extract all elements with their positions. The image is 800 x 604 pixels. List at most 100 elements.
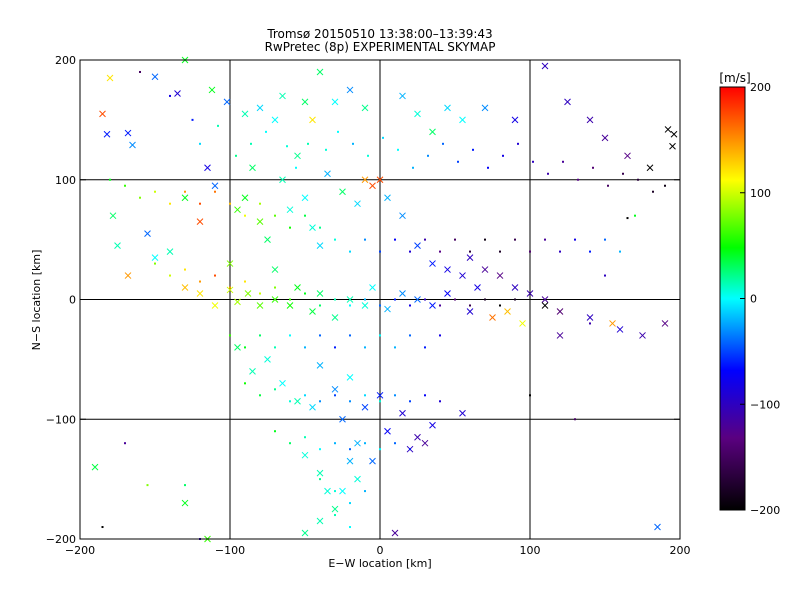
scatter-point-x	[661, 320, 669, 327]
scatter-point-dot	[424, 298, 426, 301]
x-marker-stroke	[361, 104, 369, 112]
scatter-point-dot	[349, 304, 351, 307]
scatter-point-x	[129, 141, 136, 149]
scatter-point-x	[114, 242, 121, 249]
scatter-point-x	[376, 391, 384, 399]
scatter-point-dot	[154, 262, 156, 265]
scatter-point-x	[109, 212, 117, 220]
x-marker-stroke	[234, 298, 241, 306]
x-marker-stroke	[91, 463, 99, 471]
scatter-point-dot	[364, 394, 366, 397]
x-marker-stroke	[414, 433, 421, 441]
scatter-point-x	[264, 236, 271, 243]
x-marker-stroke	[414, 110, 421, 118]
scatter-point-x	[103, 130, 111, 138]
scatter-point-x	[459, 409, 466, 417]
scatter-point-x	[541, 62, 549, 70]
scatter-point-x	[346, 373, 354, 381]
x-marker-stroke	[346, 373, 354, 381]
x-marker-stroke	[519, 320, 526, 327]
scatter-point-x	[211, 182, 219, 190]
scatter-point-dot	[559, 250, 561, 253]
scatter-point-dot	[439, 334, 441, 337]
scatter-point-x	[181, 194, 189, 202]
scatter-point-x	[399, 92, 406, 100]
x-marker-stroke	[391, 529, 399, 537]
scatter-point-dot	[259, 292, 261, 295]
x-marker-stroke	[234, 344, 241, 351]
x-marker-stroke	[331, 98, 339, 106]
x-marker-stroke	[151, 254, 159, 261]
x-marker-stroke	[474, 284, 481, 291]
scatter-point-x	[616, 326, 624, 333]
x-marker-stroke	[301, 194, 309, 202]
scatter-point-dot	[304, 394, 306, 397]
scatter-point-dot	[439, 400, 441, 403]
scatter-point-dot	[199, 142, 201, 145]
x-marker-stroke	[399, 409, 406, 417]
scatter-point-dot	[184, 268, 186, 271]
x-marker-stroke	[459, 409, 466, 417]
x-marker-stroke	[541, 302, 549, 309]
scatter-point-x	[226, 260, 234, 267]
x-marker-stroke	[399, 290, 406, 297]
scatter-point-x	[316, 290, 324, 297]
scatter-point-dot	[637, 178, 639, 181]
scatter-point-x	[354, 475, 361, 483]
x-marker-stroke	[459, 116, 466, 124]
x-marker-stroke	[324, 170, 331, 178]
scatter-point-x	[414, 110, 421, 118]
scatter-point-dot	[604, 274, 606, 277]
scatter-point-x	[316, 469, 324, 477]
scatter-point-dot	[364, 490, 366, 493]
scatter-point-dot	[289, 334, 291, 337]
x-marker-stroke	[654, 523, 661, 531]
scatter-point-x	[144, 230, 151, 237]
scatter-point-dot	[424, 238, 426, 241]
scatter-point-dot	[146, 484, 149, 487]
scatter-point-x	[414, 433, 421, 441]
scatter-point-dot	[622, 172, 624, 175]
x-marker-stroke	[339, 415, 346, 423]
scatter-point-dot	[364, 298, 366, 301]
scatter-point-x	[354, 439, 361, 447]
scatter-point-x	[624, 152, 631, 160]
scatter-point-x	[399, 290, 406, 297]
scatter-point-dot	[334, 394, 336, 397]
scatter-point-x	[361, 104, 369, 112]
scatter-point-dot	[364, 346, 366, 349]
scatter-point-dot	[364, 238, 366, 241]
scatter-point-x	[264, 356, 271, 363]
scatter-point-x	[331, 98, 339, 106]
scatter-point-x	[541, 296, 549, 303]
scatter-point-dot	[352, 142, 354, 145]
x-marker-stroke	[429, 302, 436, 309]
scatter-point-x	[286, 302, 294, 309]
scatter-point-dot	[349, 448, 351, 451]
scatter-point-dot	[169, 274, 171, 277]
x-marker-stroke	[384, 427, 391, 435]
scatter-point-dot	[349, 526, 351, 529]
x-marker-stroke	[271, 266, 279, 273]
scatter-point-dot	[214, 274, 216, 277]
y-tick-label: −100	[46, 413, 76, 426]
scatter-point-dot	[259, 394, 261, 397]
x-marker-stroke	[466, 308, 474, 315]
x-marker-stroke	[504, 308, 511, 315]
scatter-point-dot	[319, 478, 321, 481]
scatter-point-x	[346, 86, 354, 94]
scatter-point-dot	[304, 214, 306, 217]
scatter-point-x	[384, 305, 391, 313]
x-marker-stroke	[129, 141, 136, 149]
x-marker-stroke	[496, 272, 504, 279]
scatter-point-x	[301, 194, 309, 202]
x-marker-stroke	[541, 296, 549, 303]
y-axis-ticks: −200 −100 0 100 200	[46, 54, 680, 546]
scatter-point-x	[511, 116, 519, 124]
scatter-point-dot	[349, 400, 351, 403]
scatter-point-x	[346, 296, 354, 303]
scatter-point-x	[151, 254, 159, 261]
scatter-point-x	[234, 298, 241, 306]
scatter-point-dot	[379, 448, 381, 451]
scatter-point-dot	[379, 250, 381, 253]
